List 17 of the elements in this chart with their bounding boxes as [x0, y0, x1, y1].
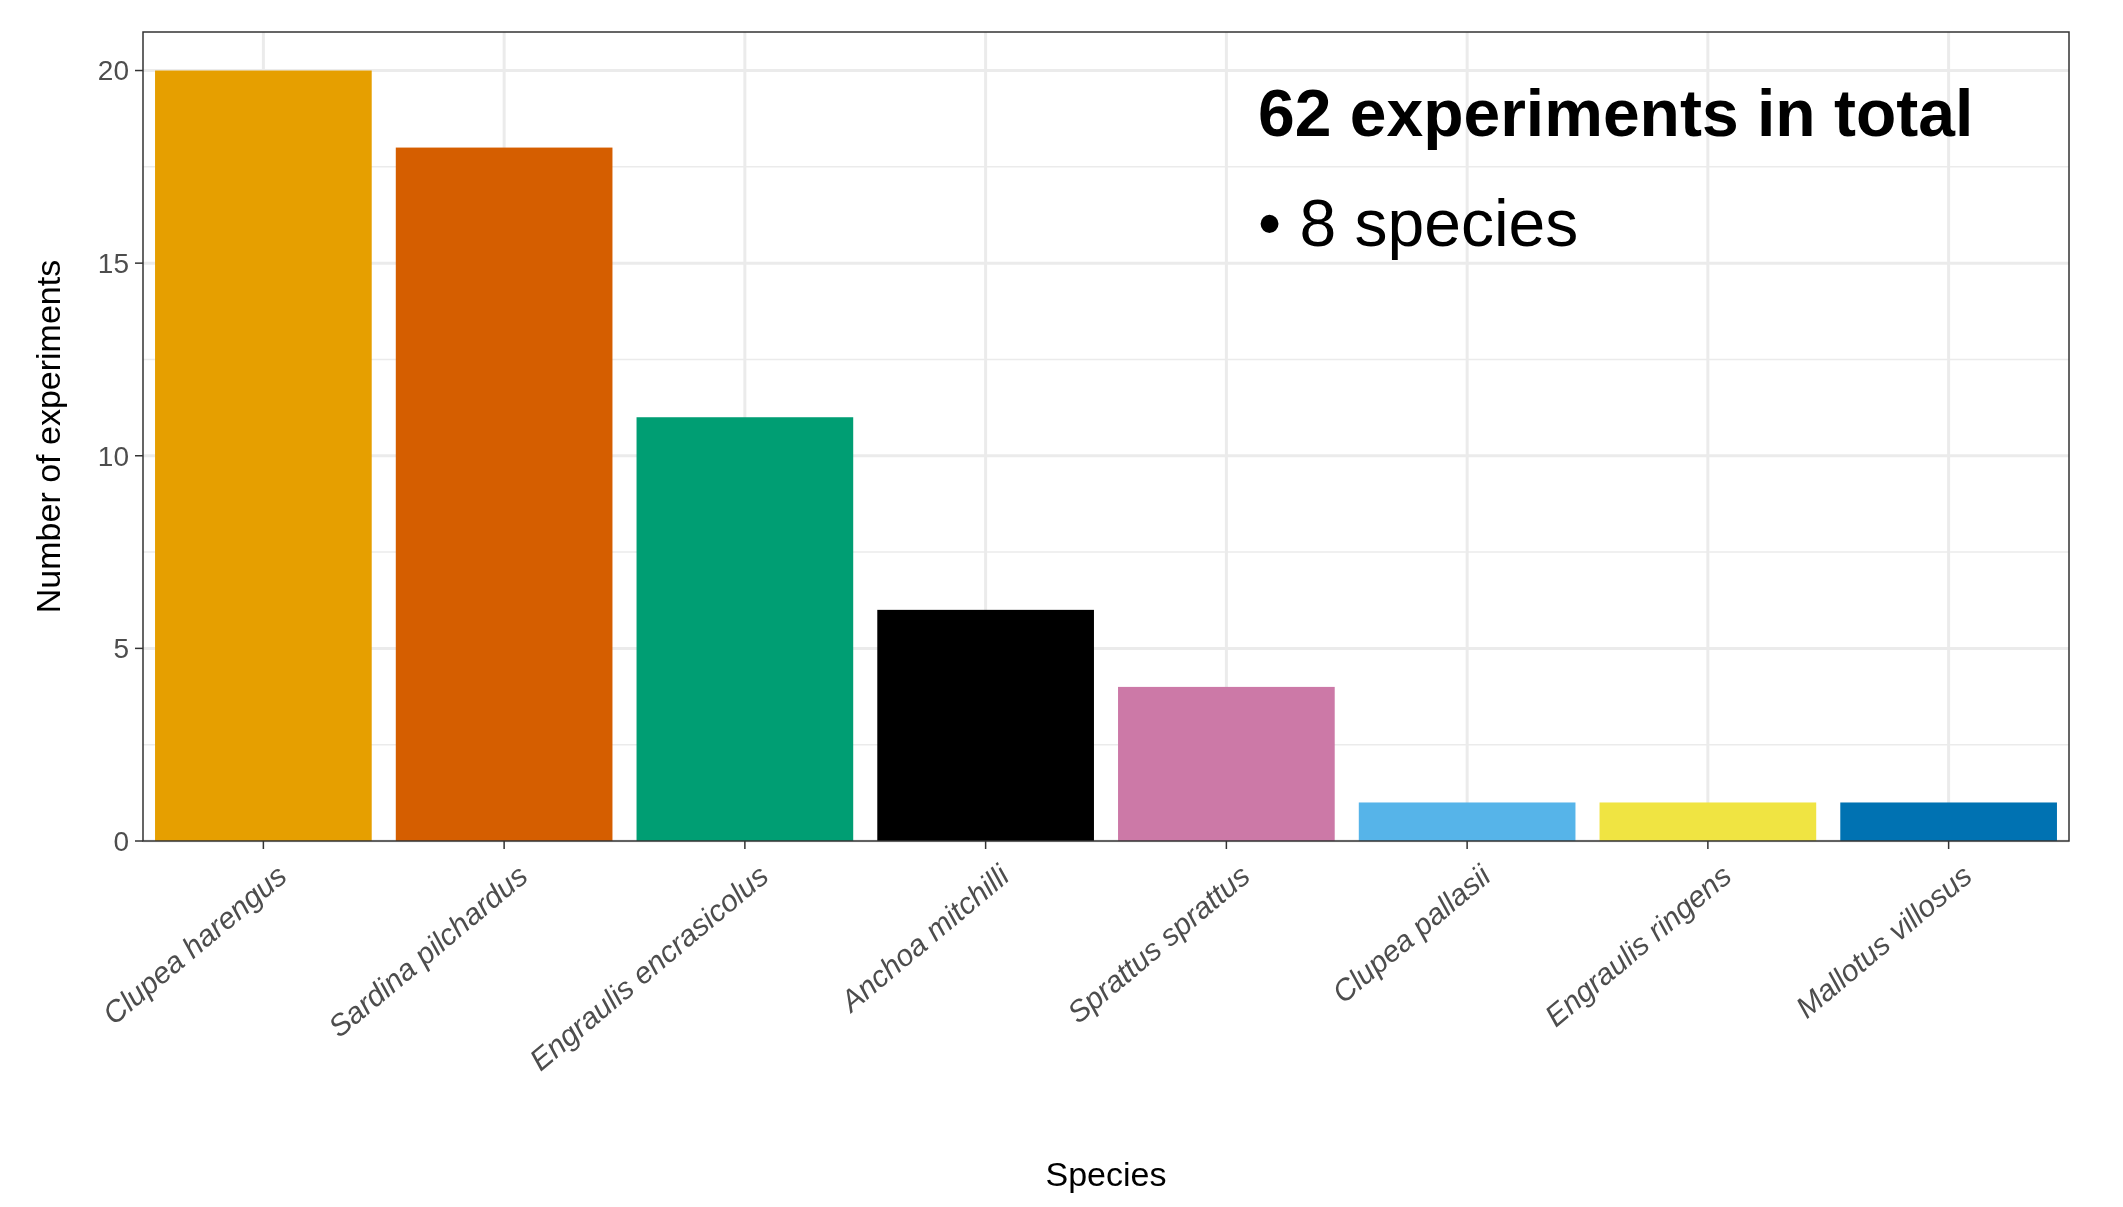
bar: [1599, 802, 1817, 841]
y-tick-label: 0: [113, 825, 129, 857]
bar: [1358, 802, 1576, 841]
bar: [395, 147, 613, 841]
bar: [636, 417, 854, 841]
x-axis-title: Species: [1045, 1155, 1167, 1193]
bar: [877, 609, 1094, 841]
bar: [1840, 802, 2057, 841]
y-tick-label: 20: [97, 55, 129, 87]
annotation: • 8 species: [1258, 186, 1579, 260]
y-tick-label: 10: [97, 440, 129, 472]
y-axis-title: Number of experiments: [29, 259, 67, 614]
bar: [1118, 686, 1335, 841]
y-tick-label: 15: [97, 247, 129, 279]
y-tick-label: 5: [113, 633, 129, 665]
bar: [155, 70, 372, 841]
annotation: 62 experiments in total: [1258, 76, 1974, 150]
